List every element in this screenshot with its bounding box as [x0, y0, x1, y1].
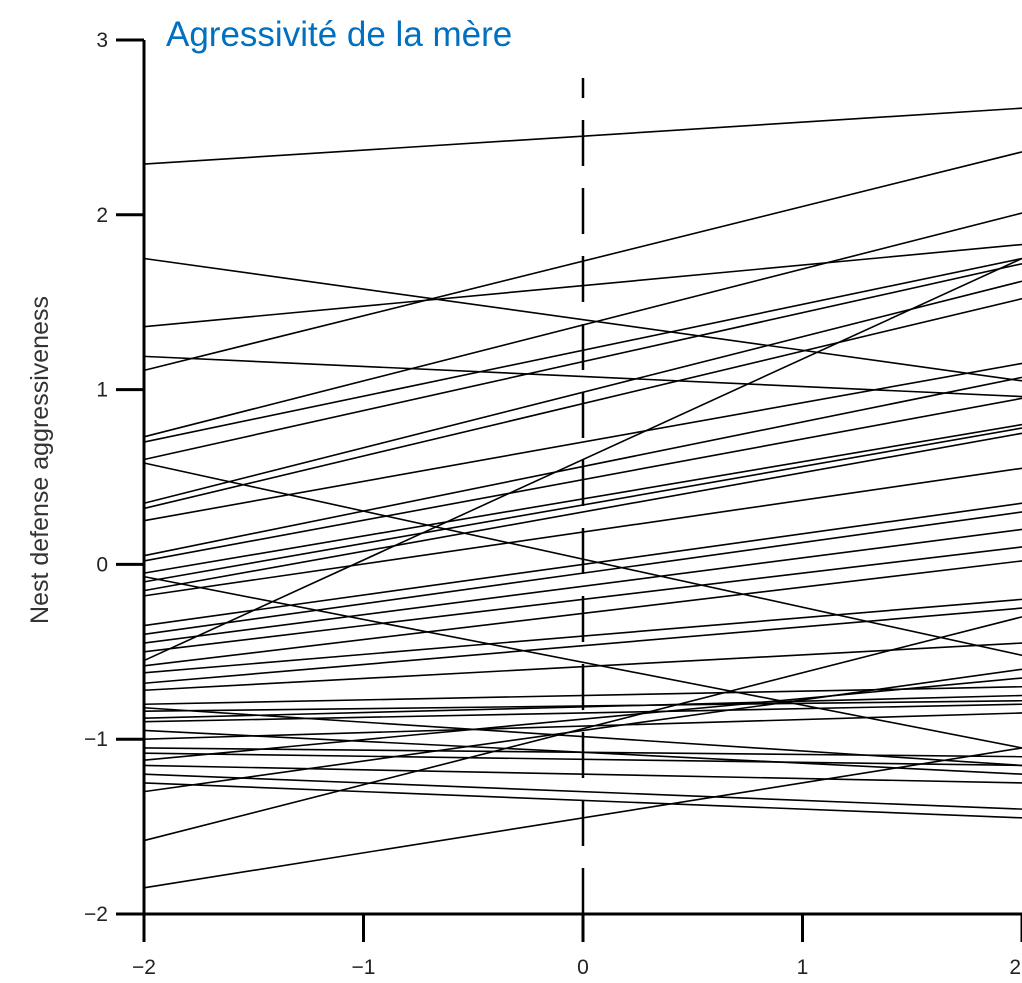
x-tick-label: 2: [1009, 956, 1021, 979]
series-line-38: [143, 677, 1022, 761]
y-tick-label: −2: [84, 903, 108, 926]
series-line-12: [143, 362, 1022, 522]
series-line-4: [143, 257, 1022, 382]
series-line-22: [143, 528, 1022, 644]
y-tick-label: −1: [84, 728, 108, 751]
axis-ticks: −2 −1 0 1 2 3 −2 −1 0 1 2: [84, 29, 1022, 979]
x-tick-label: 0: [577, 956, 589, 979]
series-line-33: [143, 703, 1022, 723]
x-tick-label: 1: [797, 956, 809, 979]
series-line-43: [143, 616, 1022, 842]
y-tick-label: 2: [96, 204, 108, 227]
series-line-35: [143, 712, 1022, 740]
series-line-42: [143, 668, 1022, 793]
series-line-40: [143, 773, 1022, 810]
series-line-24: [143, 257, 1022, 662]
x-tick-label: −1: [352, 956, 376, 979]
y-axis-label: Nest defense aggressiveness: [26, 296, 54, 624]
y-tick-label: 1: [96, 379, 108, 402]
series-line-27: [143, 607, 1022, 685]
x-tick-label: −2: [132, 956, 156, 979]
y-tick-label: 0: [96, 553, 108, 576]
series-line-17: [143, 432, 1022, 592]
chart-title: Agressivité de la mère: [166, 15, 512, 54]
y-tick-label: 3: [96, 29, 108, 52]
